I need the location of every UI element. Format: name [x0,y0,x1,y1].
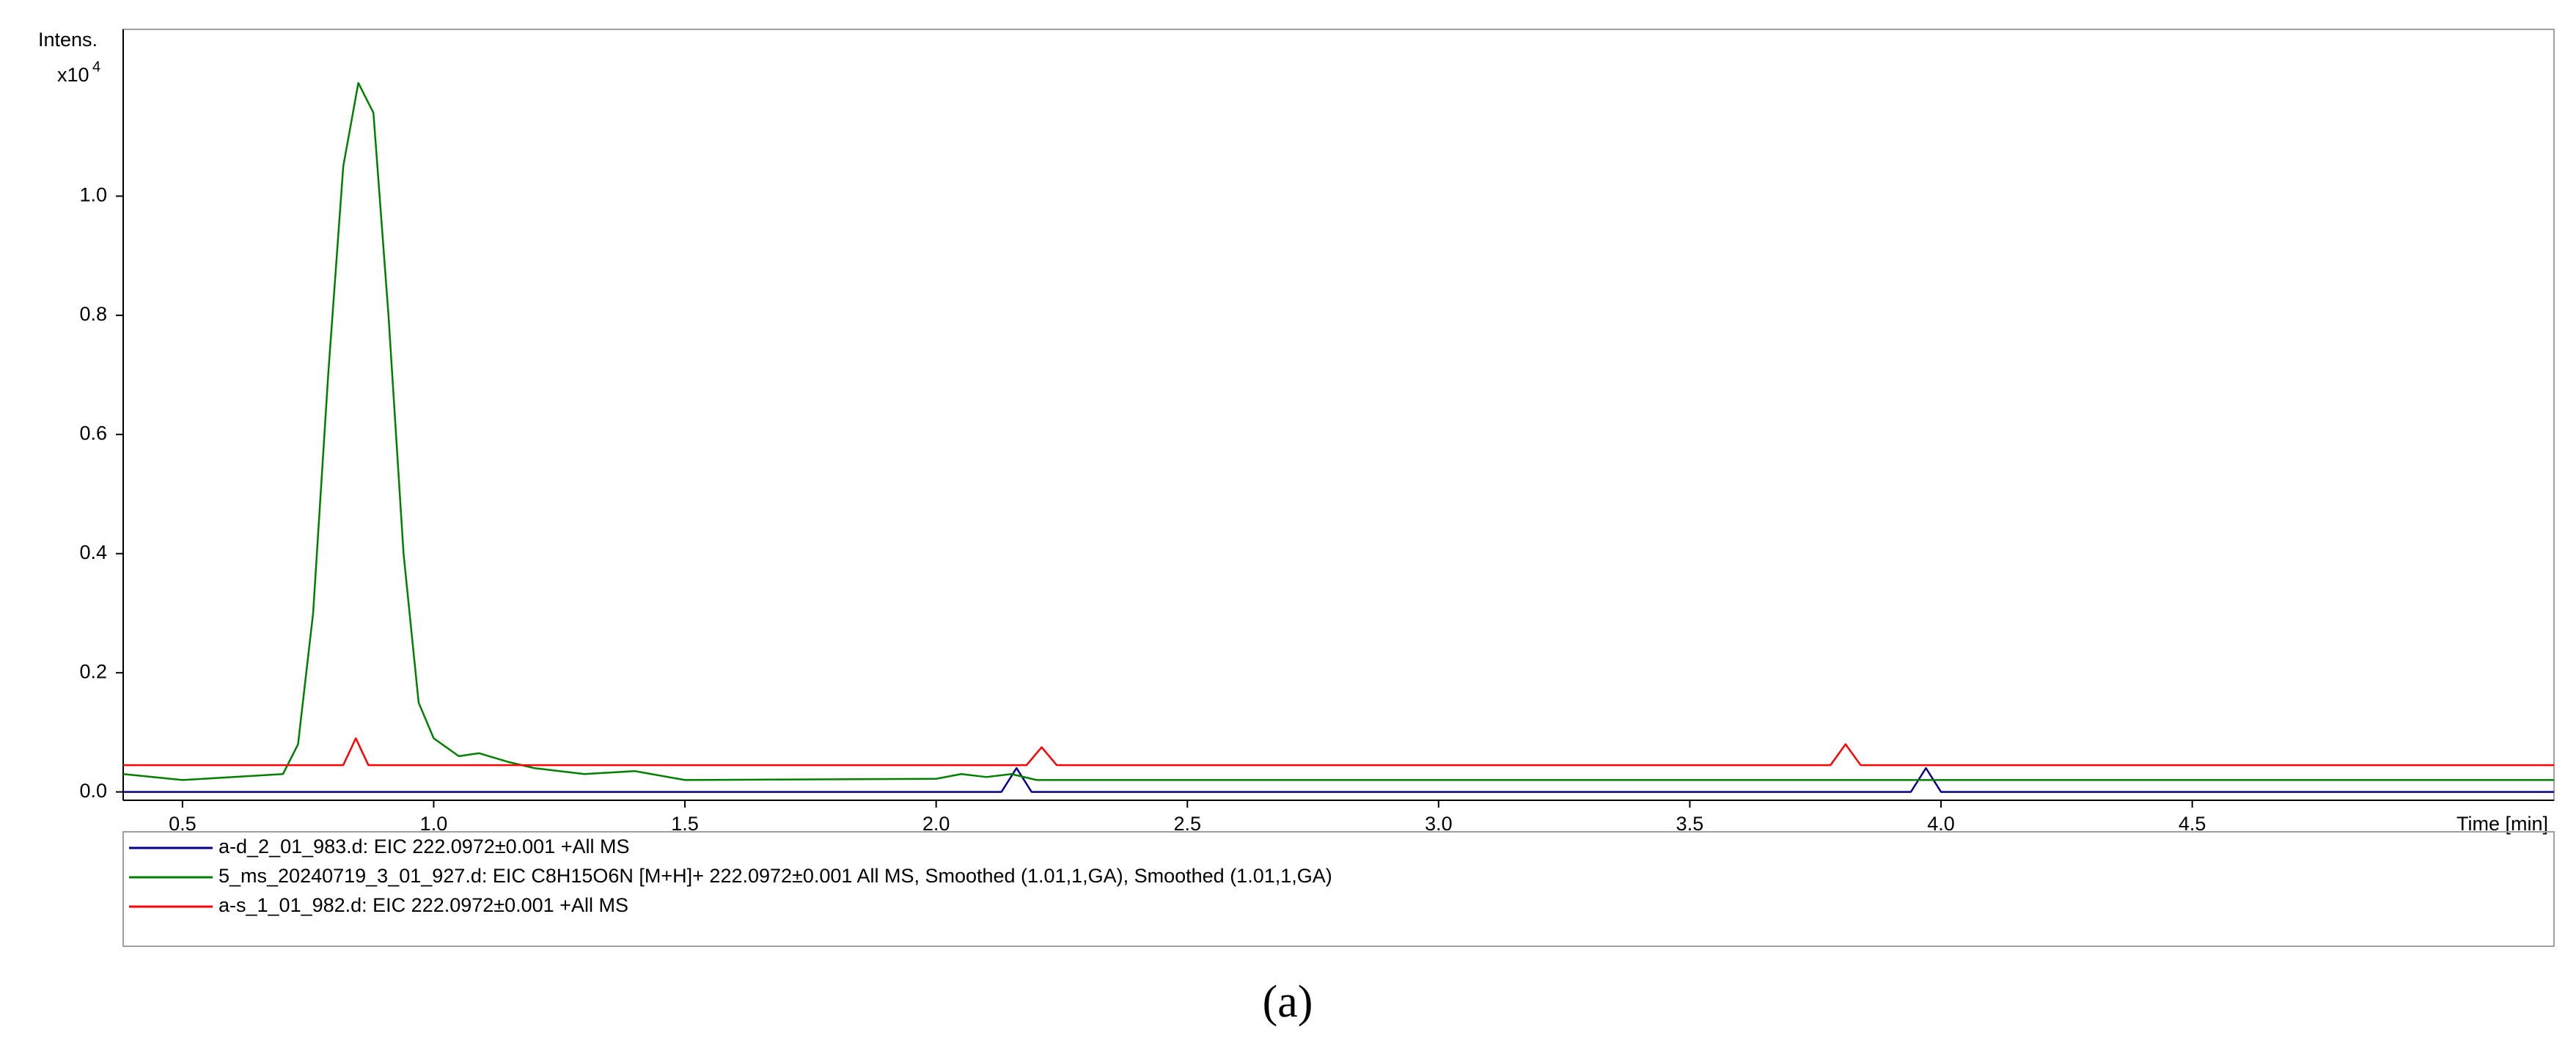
x-tick-label: 1.5 [671,813,699,835]
y-tick-label: 1.0 [79,184,107,206]
x-tick-label: 2.5 [1173,813,1201,835]
y-axis-label: Intens. [38,29,98,51]
x-tick-label: 3.0 [1425,813,1453,835]
x-tick-label: 4.5 [2179,813,2206,835]
plot-frame [122,29,2555,801]
series-line [123,737,2554,767]
legend-label: a-s_1_01_982.d: EIC 222.0972±0.001 +All … [219,894,628,916]
x-tick-label: 2.0 [922,813,950,835]
series-line [123,767,2554,793]
legend-label: a-d_2_01_983.d: EIC 222.0972±0.001 +All … [219,835,629,857]
y-tick-label: 0.6 [79,422,107,444]
x-tick-label: 3.5 [1676,813,1704,835]
legend-label: 5_ms_20240719_3_01_927.d: EIC C8H15O6N [… [219,865,1332,887]
legend-box [122,831,2555,947]
y-multiplier-exponent: 4 [92,59,100,75]
y-tick-label: 0.2 [79,660,107,682]
y-multiplier: x10 [57,64,89,86]
x-tick-label: 1.0 [420,813,448,835]
series-line [122,81,2554,781]
caption: (a) [1263,977,1313,1027]
x-tick-label: 4.0 [1927,813,1955,835]
y-tick-label: 0.0 [79,780,107,802]
x-tick-label: 0.5 [169,813,197,835]
y-tick-label: 0.4 [79,541,107,563]
y-tick-label: 0.8 [79,303,107,325]
